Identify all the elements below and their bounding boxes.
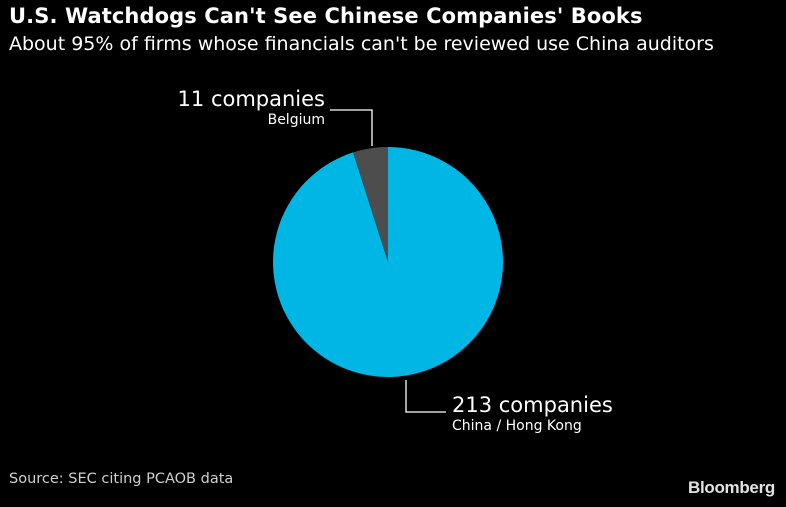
slice-value-label-belgium: 11 companies [178, 87, 325, 111]
leader-line-china [405, 380, 446, 413]
chart-subtitle: About 95% of firms whose financials can'… [9, 33, 714, 55]
chart-title: U.S. Watchdogs Can't See Chinese Compani… [9, 4, 643, 28]
slice-value-label-china: 213 companies [452, 393, 613, 417]
pie-slice-belgium [353, 147, 388, 262]
source-note: Source: SEC citing PCAOB data [9, 471, 234, 487]
bloomberg-logo: Bloomberg [687, 478, 775, 497]
pie-slices [273, 147, 504, 377]
slice-name-label-belgium: Belgium [268, 112, 325, 128]
pie-slice-china-hong-kong [273, 147, 504, 377]
slice-name-label-china: China / Hong Kong [452, 418, 582, 434]
leader-line-belgium [330, 109, 373, 146]
